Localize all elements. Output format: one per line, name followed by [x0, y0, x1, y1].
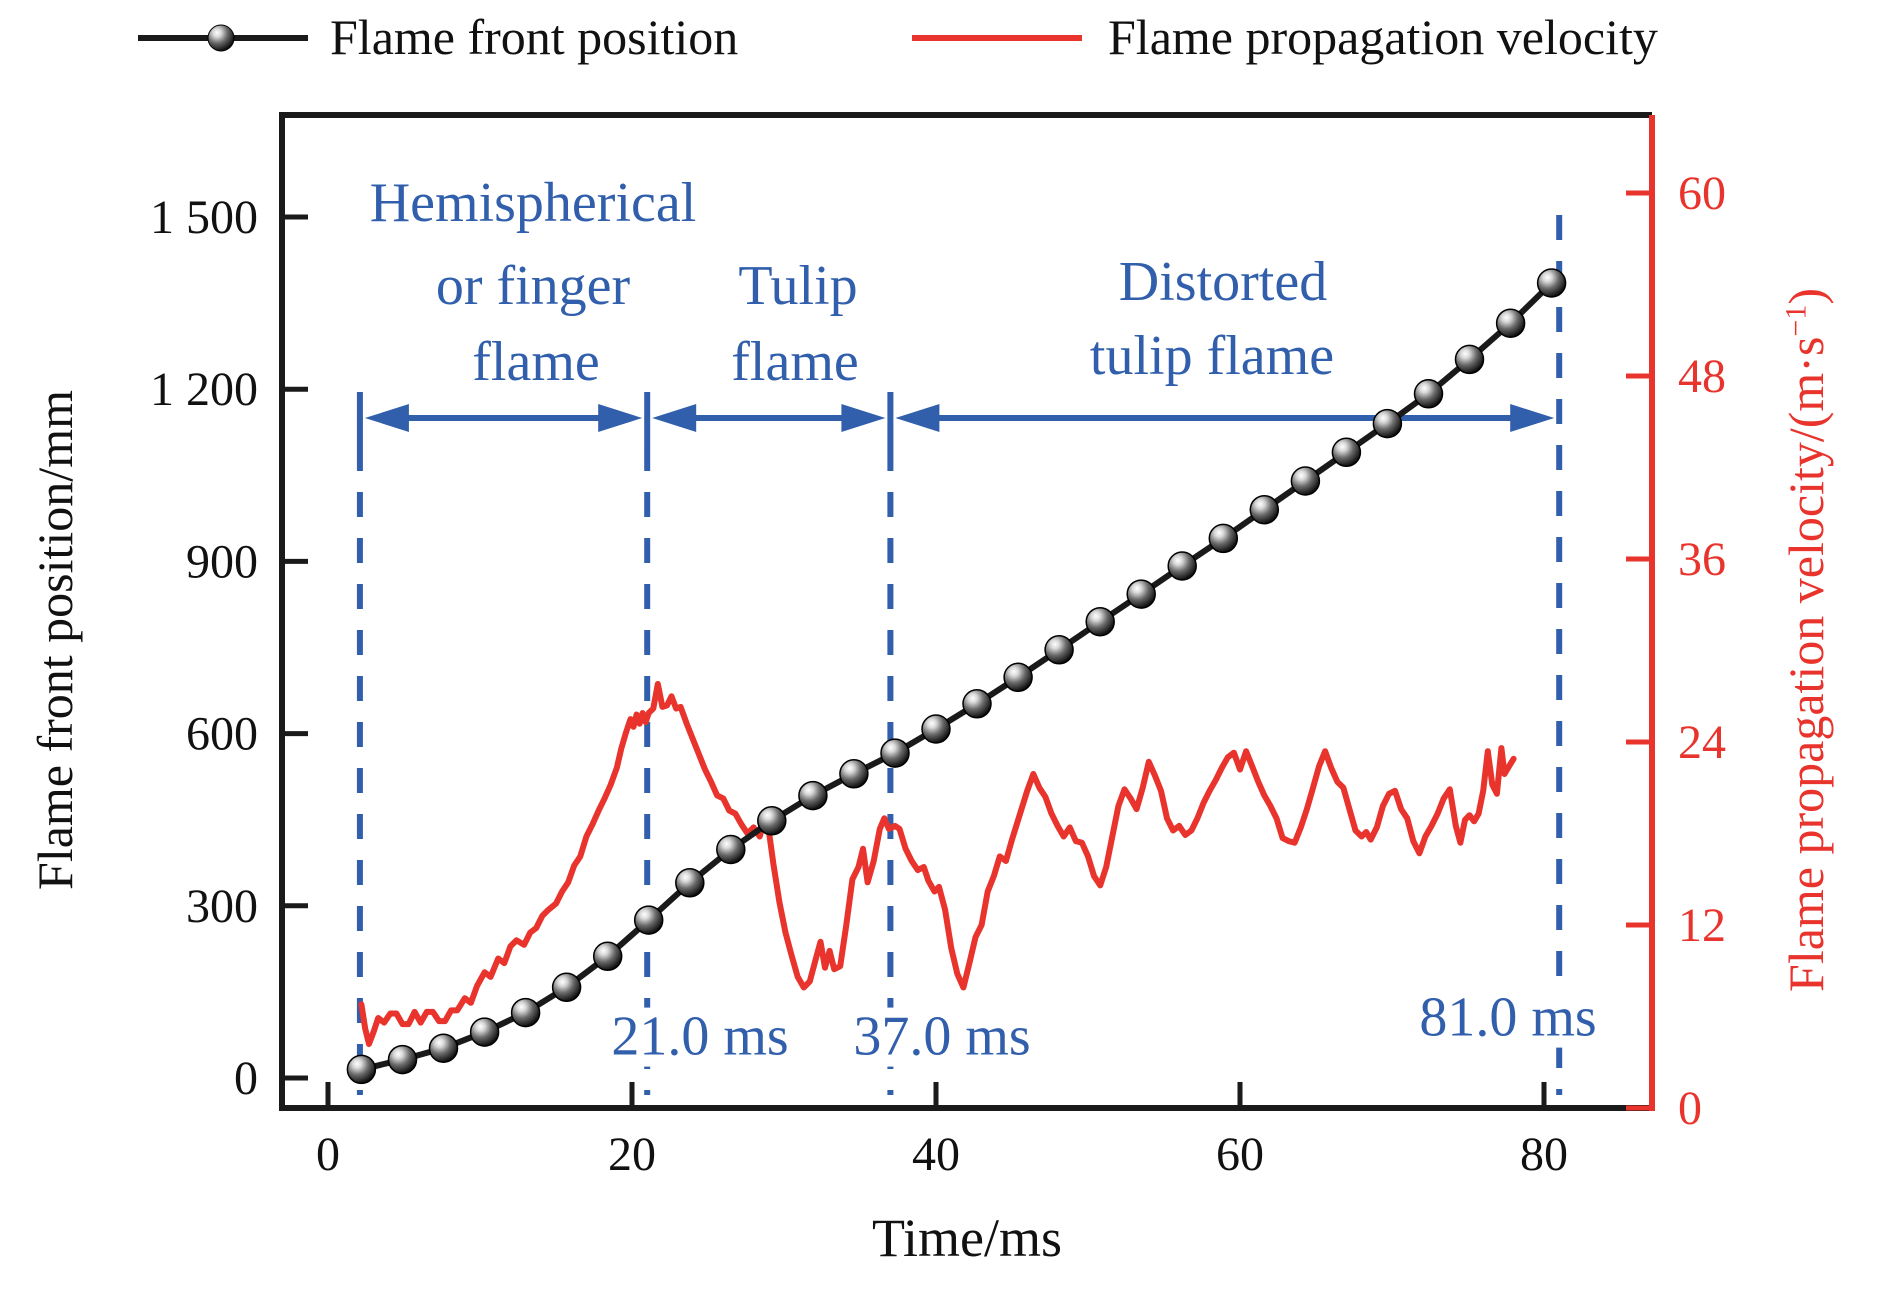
position-marker [1290, 466, 1321, 496]
arrowhead-right-icon [841, 404, 886, 432]
position-marker [633, 905, 664, 935]
legend-label-flame-front: Flame front position [330, 9, 739, 65]
legend-label-flame-velocity: Flame propagation velocity [1108, 9, 1658, 65]
position-marker [387, 1044, 418, 1075]
left-axis-title: Flame front position/mm [27, 390, 83, 890]
position-marker [428, 1033, 459, 1063]
velocity-curve [358, 681, 1517, 1047]
position-marker [1044, 635, 1074, 665]
left-axis-tick-label: 0 [234, 1052, 258, 1105]
time-label-21ms: 21.0 ms [603, 1007, 797, 1067]
position-marker [510, 997, 541, 1028]
position-marker [921, 714, 951, 744]
position-marker [962, 689, 992, 719]
position-marker [1126, 579, 1156, 609]
left-axis-tick-label: 1 500 [150, 191, 258, 244]
position-marker [1331, 437, 1362, 468]
position-marker [1208, 523, 1239, 554]
frame-left-top [279, 112, 1652, 1108]
position-marker [675, 868, 705, 898]
x-axis-tick-label: 0 [316, 1128, 340, 1181]
position-curve [360, 280, 1554, 1073]
right-axis-tick-label: 0 [1678, 1082, 1702, 1135]
position-marker [551, 972, 582, 1003]
legend-velocity-line-icon [912, 35, 1082, 41]
position-marker [1536, 268, 1567, 298]
x-axis-tick-label: 20 [608, 1128, 656, 1181]
position-marker [592, 941, 623, 972]
phase1-label-line2: or finger [435, 255, 631, 317]
right-axis-title-main: Flame propagation velocity/(m·s [1778, 336, 1834, 992]
position-marker [1167, 551, 1197, 581]
arrowhead-left-icon [364, 404, 409, 432]
time-label-81ms: 81.0 ms [1411, 988, 1605, 1048]
position-marker [346, 1054, 377, 1085]
right-axis-tick-label: 12 [1678, 899, 1726, 952]
position-marker [1372, 408, 1403, 439]
phase3-label-line1: Distorted [1118, 251, 1328, 313]
right-axis-title: Flame propagation velocity/(m·s−1) [1778, 288, 1834, 992]
legend-position-marker [203, 20, 239, 61]
phase2-label-line2: flame [731, 331, 859, 393]
left-axis-tick-label: 300 [186, 880, 258, 933]
position-marker [1413, 379, 1444, 409]
right-axis-tick-label: 60 [1678, 167, 1726, 220]
position-marker [1454, 344, 1485, 375]
right-axis-tick-label: 36 [1678, 533, 1726, 586]
phase1-label-line3: flame [472, 331, 600, 393]
x-axis-tick-label: 40 [912, 1128, 960, 1181]
position-marker [880, 738, 910, 768]
position-marker [839, 759, 869, 789]
phase1-label-line1: Hemispherical [369, 172, 697, 234]
legend-sphere-icon [207, 24, 235, 52]
position-marker [469, 1017, 500, 1047]
x-axis-tick-label: 60 [1216, 1128, 1264, 1181]
phase2-label-line1: Tulip [738, 255, 858, 317]
time-label-37ms: 37.0 ms [845, 1007, 1039, 1067]
right-axis-tick-label: 24 [1678, 716, 1726, 769]
x-axis-title: Time/ms [871, 1208, 1063, 1268]
x-axis-tick-label: 80 [1520, 1128, 1568, 1181]
position-marker [1003, 662, 1033, 693]
arrowhead-left-icon [652, 404, 697, 432]
arrowhead-right-icon [1510, 404, 1555, 432]
position-marker [1249, 494, 1280, 525]
right-axis-tick-label: 48 [1678, 350, 1726, 403]
arrowhead-right-icon [598, 404, 643, 432]
position-marker [798, 780, 828, 811]
left-axis-tick-label: 900 [186, 535, 258, 588]
left-axis-tick-label: 1 200 [150, 363, 258, 416]
arrowhead-left-icon [895, 404, 940, 432]
phase3-label-line2: tulip flame [1089, 325, 1335, 387]
legend-velocity-line [912, 31, 1082, 50]
position-marker [1085, 606, 1115, 637]
position-marker [716, 834, 746, 865]
position-marker [1495, 308, 1526, 338]
position-marker [757, 806, 787, 836]
left-axis-tick-label: 600 [186, 708, 258, 761]
